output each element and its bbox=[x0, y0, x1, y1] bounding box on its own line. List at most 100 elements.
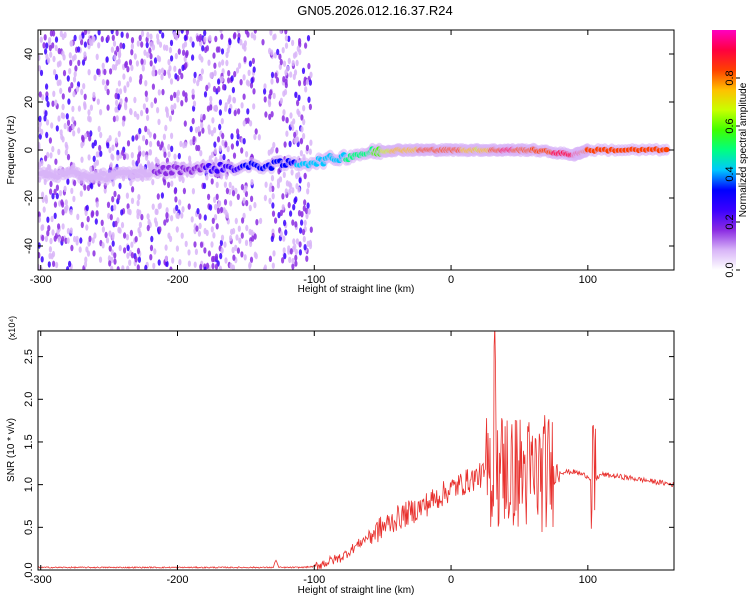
noise-point bbox=[234, 244, 238, 251]
noise-point bbox=[294, 221, 298, 228]
noise-point bbox=[156, 107, 160, 114]
noise-point bbox=[294, 254, 298, 262]
noise-point bbox=[297, 110, 301, 118]
noise-point bbox=[211, 117, 215, 124]
noise-point bbox=[106, 88, 110, 96]
noise-point bbox=[215, 181, 219, 188]
noise-point bbox=[191, 88, 195, 96]
noise-point bbox=[111, 63, 115, 71]
noise-point bbox=[153, 57, 158, 64]
noise-point bbox=[116, 266, 120, 270]
snr-series-line bbox=[38, 331, 674, 570]
noise-point bbox=[176, 89, 180, 97]
top-y-tick-label: 20 bbox=[23, 96, 35, 108]
noise-point bbox=[222, 153, 226, 161]
top-x-tick-label: -200 bbox=[166, 274, 188, 286]
noise-point bbox=[77, 127, 81, 134]
noise-point bbox=[42, 206, 46, 213]
noise-point bbox=[57, 115, 61, 122]
noise-point bbox=[305, 212, 309, 220]
noise-point bbox=[282, 60, 287, 67]
noise-point bbox=[64, 199, 68, 206]
noise-point bbox=[234, 217, 238, 225]
noise-point bbox=[270, 111, 274, 118]
noise-point bbox=[140, 30, 145, 37]
noise-point bbox=[223, 199, 228, 206]
noise-point bbox=[66, 178, 70, 185]
noise-point bbox=[182, 187, 186, 195]
noise-point bbox=[69, 208, 73, 216]
noise-point bbox=[48, 137, 53, 144]
noise-point bbox=[54, 73, 59, 81]
noise-point bbox=[180, 30, 184, 34]
noise-point bbox=[309, 139, 313, 146]
noise-point bbox=[214, 203, 218, 211]
noise-point bbox=[218, 265, 222, 270]
noise-point bbox=[49, 188, 53, 195]
noise-point bbox=[69, 227, 73, 234]
noise-point bbox=[199, 150, 203, 157]
noise-point bbox=[232, 152, 237, 159]
noise-point bbox=[189, 36, 193, 43]
noise-point bbox=[303, 79, 307, 87]
noise-point bbox=[240, 102, 244, 109]
noise-point bbox=[54, 44, 58, 52]
noise-point bbox=[236, 193, 240, 200]
noise-point bbox=[283, 252, 287, 260]
noise-point bbox=[177, 48, 181, 55]
noise-point bbox=[84, 256, 88, 263]
noise-point bbox=[232, 254, 236, 261]
noise-point bbox=[172, 31, 176, 38]
spectrogram-ridge bbox=[38, 142, 671, 186]
noise-point bbox=[192, 77, 196, 84]
noise-point bbox=[140, 58, 144, 65]
noise-point bbox=[269, 89, 273, 96]
noise-point bbox=[110, 205, 114, 212]
noise-point bbox=[150, 101, 154, 109]
noise-point bbox=[75, 239, 79, 246]
bottom-y-axis: 0.0 0.5 1.0 1.5 2.0 2.5 bbox=[23, 349, 674, 578]
colorbar-tick-label: 0.2 bbox=[724, 214, 736, 229]
noise-point bbox=[211, 262, 215, 270]
noise-point bbox=[210, 226, 214, 233]
noise-point bbox=[77, 59, 81, 67]
noise-point bbox=[217, 85, 221, 93]
noise-point bbox=[153, 97, 157, 104]
noise-point bbox=[143, 49, 147, 56]
noise-point bbox=[288, 140, 292, 148]
noise-point bbox=[200, 122, 204, 129]
noise-point bbox=[89, 130, 93, 137]
noise-point bbox=[83, 93, 87, 101]
noise-point bbox=[297, 94, 301, 102]
noise-point bbox=[227, 70, 231, 77]
noise-point bbox=[61, 223, 65, 230]
noise-point bbox=[307, 62, 311, 70]
noise-point bbox=[137, 194, 141, 201]
bottom-x-axis: -300 -200 -100 0 100 bbox=[30, 331, 597, 586]
noise-point bbox=[124, 61, 128, 69]
noise-point bbox=[64, 149, 68, 156]
noise-point bbox=[135, 60, 139, 67]
noise-point bbox=[160, 192, 164, 199]
noise-point bbox=[250, 179, 254, 186]
noise-point bbox=[52, 260, 56, 267]
noise-point bbox=[184, 96, 188, 103]
noise-point bbox=[183, 41, 188, 48]
top-x-tick-label: 0 bbox=[448, 274, 454, 286]
noise-point bbox=[98, 144, 102, 152]
noise-point bbox=[52, 55, 56, 63]
noise-point bbox=[214, 35, 218, 43]
noise-point bbox=[165, 212, 169, 219]
noise-point bbox=[130, 64, 134, 72]
noise-point bbox=[63, 206, 68, 213]
noise-point bbox=[284, 188, 288, 195]
noise-point bbox=[211, 217, 215, 224]
noise-point bbox=[257, 134, 261, 141]
noise-point bbox=[271, 262, 275, 269]
noise-point bbox=[154, 220, 159, 228]
noise-point bbox=[103, 68, 107, 76]
noise-point bbox=[180, 212, 184, 219]
noise-point bbox=[263, 96, 267, 103]
noise-point bbox=[224, 141, 228, 148]
